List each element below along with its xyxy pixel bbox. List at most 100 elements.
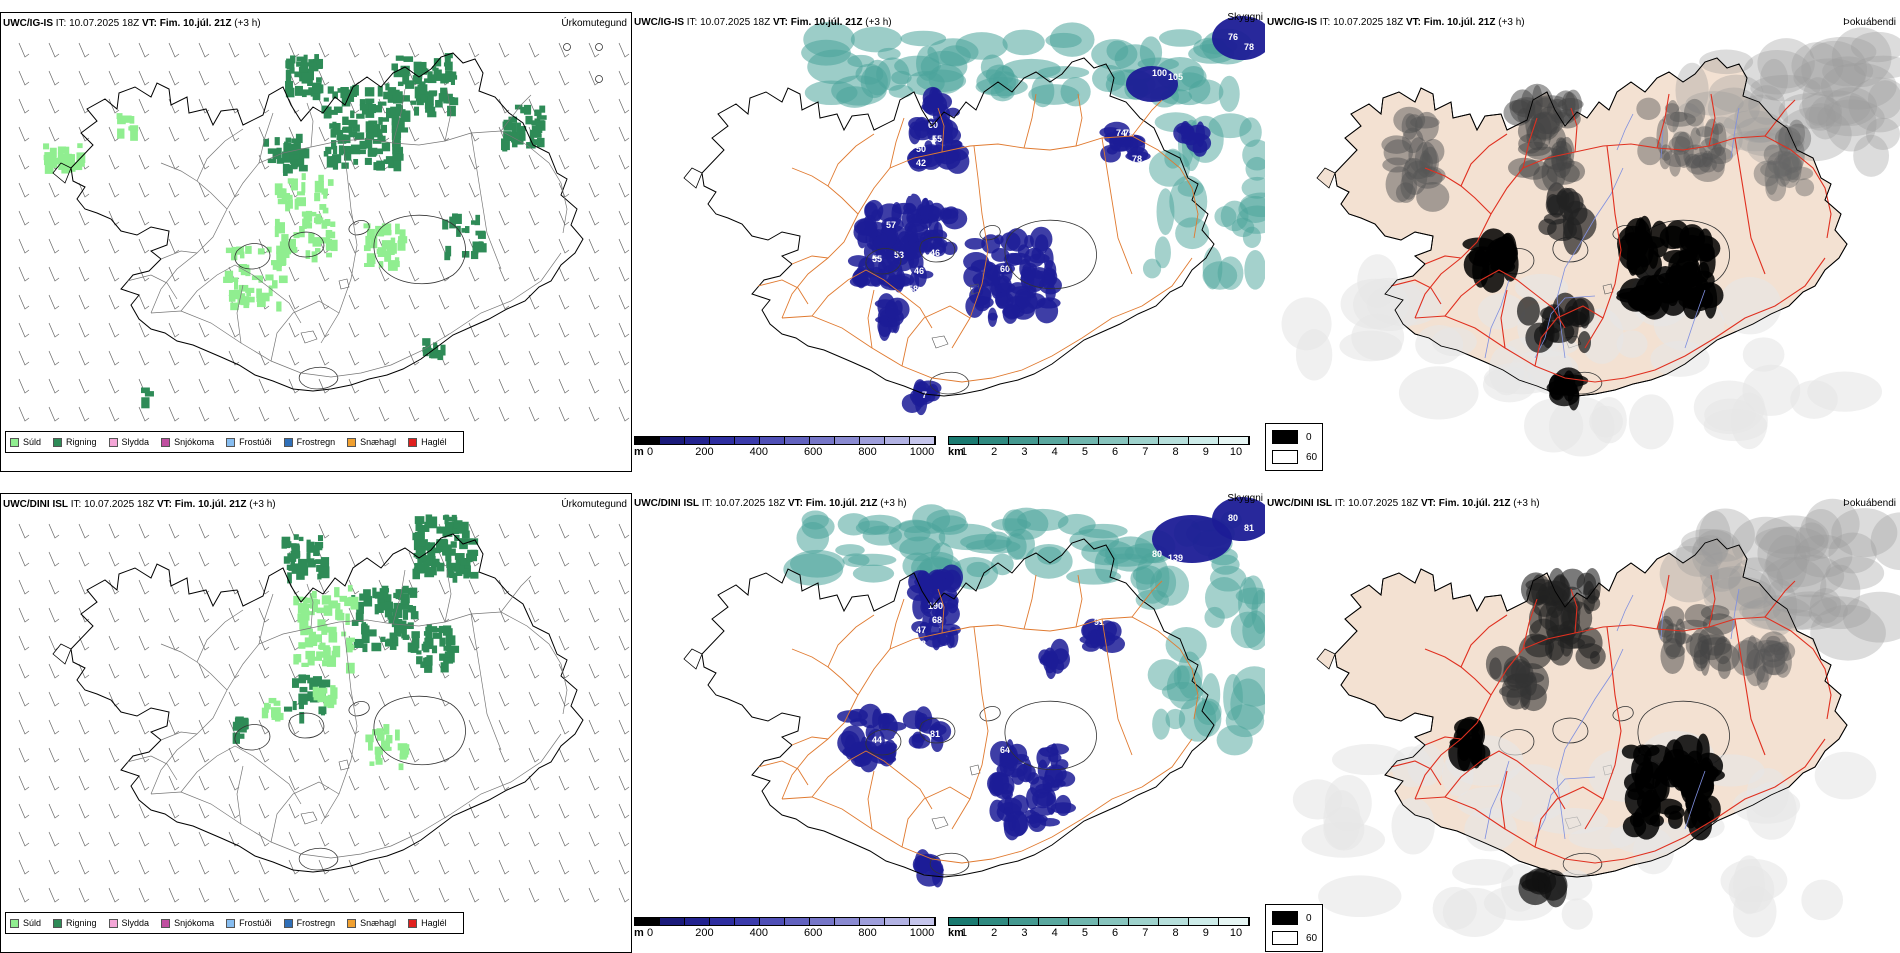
wind-barb: [528, 579, 540, 595]
wind-barb: [288, 579, 300, 595]
ceiling-cell: [935, 602, 960, 626]
precip-cell: [359, 103, 366, 111]
precip-cell: [330, 685, 336, 697]
precip-cell: [338, 145, 344, 156]
wind-barb: [168, 523, 180, 539]
wind-barb: [78, 238, 90, 254]
fog-cell: [1323, 806, 1365, 851]
precip-cell: [141, 397, 150, 409]
wind-barb: [18, 154, 30, 170]
road: [470, 132, 502, 270]
visibility-cell: [1214, 206, 1237, 227]
colorbar-tick-label: 1: [960, 446, 968, 458]
lake-outline: [1602, 283, 1614, 295]
wind-barb: [288, 859, 300, 875]
precip-cell: [385, 601, 393, 613]
legend-label: Súld: [23, 918, 42, 928]
colorbar-tick-label: 10: [1229, 927, 1243, 939]
wind-barb: [48, 238, 60, 254]
coastline-islet: [1316, 648, 1336, 670]
precip-cell: [332, 645, 341, 658]
fog-cell: [1691, 529, 1743, 580]
road: [1570, 107, 1578, 153]
ceiling-cell: [928, 860, 944, 877]
wind-barb: [408, 210, 420, 226]
colorbar-tick-label: 7: [1142, 927, 1149, 939]
wind-barb: [438, 154, 450, 170]
ceiling-cell: [856, 218, 876, 235]
wind-barb: [108, 775, 120, 791]
precip-cell: [298, 558, 308, 569]
wind-barb: [618, 238, 630, 254]
precip-cell: [277, 198, 288, 205]
fog-cell: [1663, 149, 1691, 168]
wind-barb: [258, 747, 270, 763]
wind-barb: [198, 859, 210, 875]
precip-cell: [359, 149, 366, 155]
fog-cell: [1793, 58, 1866, 97]
road: [126, 755, 178, 781]
wind-barb: [168, 663, 180, 679]
wind-barb: [138, 579, 150, 595]
fog-cell: [1699, 552, 1743, 592]
wind-barb: [618, 378, 630, 394]
precip-cell: [317, 237, 328, 244]
wind-barb: [498, 238, 510, 254]
precip-cell: [319, 204, 327, 210]
wind-barb: [168, 607, 180, 623]
precip-cell: [257, 248, 265, 255]
wind-barb: [618, 266, 630, 282]
wind-barb: [528, 42, 540, 58]
precip-cell: [128, 126, 138, 131]
colorbar-bin: [1189, 437, 1219, 444]
wind-barb: [138, 691, 150, 707]
road: [1764, 580, 1796, 618]
vt-label: VT:: [1420, 498, 1436, 509]
fog-cell: [1736, 117, 1784, 143]
precip-cell: [531, 120, 540, 126]
road: [258, 112, 274, 164]
precip-cell: [426, 555, 433, 565]
wind-barb: [618, 406, 630, 422]
coastline: [701, 538, 1215, 878]
precip-cell: [461, 530, 470, 539]
wind-barb: [228, 350, 240, 366]
wind-barb: [198, 266, 210, 282]
precip-cell: [427, 72, 432, 83]
precip-cell: [378, 117, 383, 125]
road: [270, 781, 340, 843]
precip-cell: [77, 155, 85, 167]
ceiling-cell: [1049, 743, 1059, 770]
precip-cell: [392, 608, 403, 618]
visibility-cell: [900, 30, 947, 47]
legend-entry: Slydda: [108, 437, 149, 447]
wind-barb: [78, 378, 90, 394]
precip-cell: [356, 113, 365, 119]
wind-barb: [528, 378, 540, 394]
wind-barb: [48, 663, 60, 679]
wind-barb: [48, 98, 60, 114]
wind-barb: [18, 294, 30, 310]
wind-barb: [228, 378, 240, 394]
fog-cell: [1746, 635, 1759, 672]
lake-outline: [931, 816, 949, 830]
wind-barb: [498, 322, 510, 338]
wind-barb: [618, 887, 630, 903]
wind-barb: [48, 210, 60, 226]
wind-barb: [528, 663, 540, 679]
precip-cell: [400, 593, 410, 604]
wind-barb: [168, 42, 180, 58]
lake-outline: [338, 759, 350, 771]
fog-cell: [1742, 337, 1785, 372]
precip-cell: [443, 645, 449, 651]
fog-cell: [1842, 591, 1900, 643]
river: [1534, 295, 1596, 359]
legend-label: Slydda: [121, 918, 150, 928]
precip-cell: [455, 213, 462, 224]
road: [1708, 93, 1716, 147]
legend-entry: Slydda: [108, 918, 150, 928]
wind-barb: [348, 747, 360, 763]
precip-cell: [223, 276, 233, 283]
vt-label: VT:: [156, 499, 172, 510]
